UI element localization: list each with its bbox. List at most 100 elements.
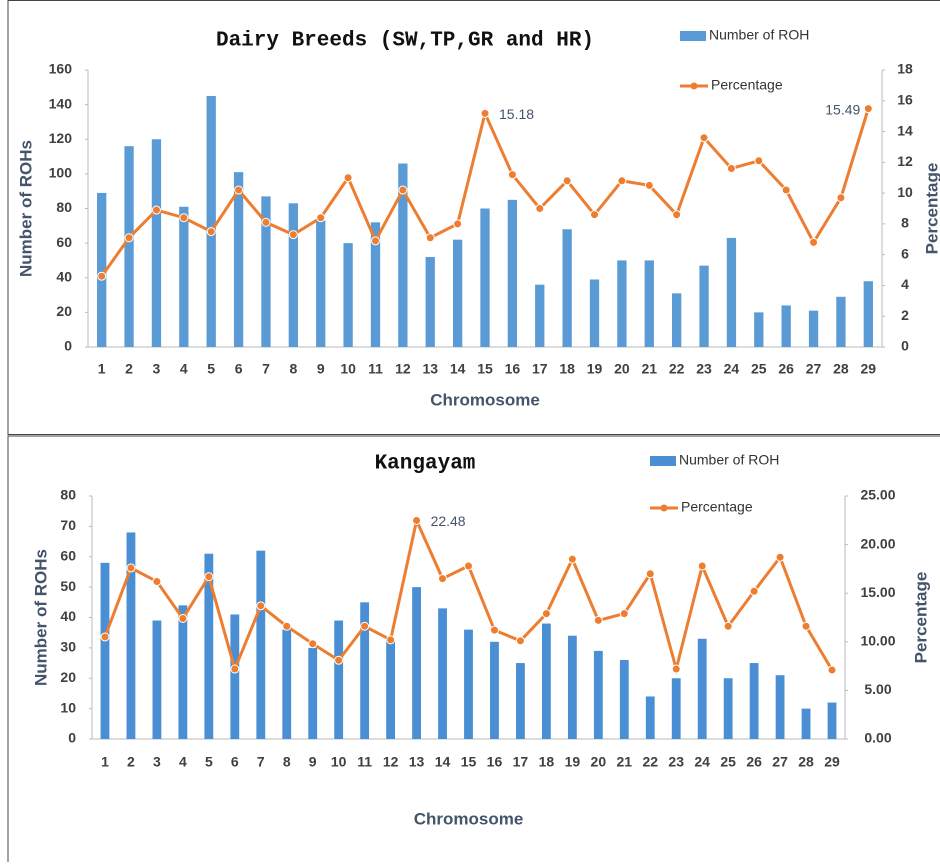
y2-tick-label: 10.00 (860, 633, 895, 649)
x-tick-label: 4 (180, 361, 188, 377)
line-marker (152, 577, 162, 587)
line-marker (863, 104, 873, 114)
x-tick-label: 8 (283, 754, 291, 770)
line-marker (480, 108, 490, 118)
y-tick-label: 80 (60, 487, 76, 503)
x-tick-label: 11 (357, 754, 372, 770)
bar (535, 284, 545, 347)
bar (360, 602, 370, 739)
line-marker (261, 217, 271, 227)
bar (593, 650, 603, 739)
bar (589, 279, 600, 347)
line-marker (836, 193, 846, 203)
bar (412, 587, 421, 739)
x-tick-label: 18 (559, 361, 575, 377)
y-tick-label: 10 (60, 699, 76, 715)
bar (425, 256, 435, 347)
x-tick-label: 29 (824, 754, 840, 770)
x-tick-label: 28 (798, 754, 814, 770)
bar (256, 550, 266, 739)
x-tick-label: 23 (668, 754, 684, 770)
bar (179, 206, 189, 347)
x-tick-label: 10 (340, 361, 356, 377)
line-marker (412, 515, 422, 525)
bar (480, 208, 490, 347)
line-marker (206, 227, 216, 237)
x-tick-label: 16 (487, 754, 503, 770)
y-axis-title: Number of ROHs (31, 549, 50, 686)
x-tick-label: 12 (383, 754, 399, 770)
x-tick-label: 8 (289, 361, 297, 377)
bar (671, 678, 681, 739)
x-tick-label: 19 (565, 754, 581, 770)
line-marker (179, 213, 189, 223)
x-tick-label: 14 (450, 361, 466, 377)
x-tick-label: 2 (125, 361, 133, 377)
line-marker (535, 204, 545, 213)
bar (316, 220, 326, 347)
x-tick-label: 24 (694, 754, 710, 770)
x-tick-label: 17 (532, 361, 548, 377)
bar (152, 620, 162, 739)
y-tick-label: 30 (60, 639, 76, 655)
y2-tick-label: 20.00 (860, 535, 895, 551)
x-tick-label: 26 (746, 754, 762, 770)
line-marker (541, 609, 551, 619)
bar (619, 660, 629, 739)
x-tick-label: 3 (153, 754, 161, 770)
bar (124, 146, 134, 347)
x-tick-label: 17 (513, 754, 529, 770)
line-marker (699, 133, 709, 143)
y2-axis-title: Percentage (911, 572, 930, 664)
x-tick-label: 25 (751, 361, 767, 377)
bar (507, 199, 518, 347)
line-marker (617, 176, 627, 186)
legend-label: Percentage (711, 77, 783, 93)
line-marker (204, 572, 214, 582)
bar (726, 237, 737, 347)
x-tick-label: 11 (368, 361, 383, 377)
line-marker (775, 552, 785, 562)
y-tick-label: 40 (60, 608, 76, 624)
line-marker (360, 621, 370, 631)
line-marker (726, 163, 736, 173)
line-marker (288, 230, 298, 240)
y-tick-label: 40 (56, 268, 72, 284)
bar (516, 663, 525, 739)
line-marker (308, 639, 318, 649)
line-marker (754, 156, 764, 166)
bar (343, 243, 353, 347)
bar (775, 675, 785, 739)
bar (490, 641, 499, 739)
line-marker (230, 664, 240, 674)
line-marker (151, 205, 161, 215)
line-marker (590, 210, 600, 220)
line-marker (100, 632, 110, 642)
panel-border (7, 435, 940, 867)
x-tick-label: 1 (101, 754, 109, 770)
line-marker (124, 233, 134, 243)
line-marker (567, 554, 577, 564)
line-marker (671, 664, 681, 674)
bar (836, 296, 846, 347)
line-marker (507, 170, 517, 180)
x-tick-label: 16 (505, 361, 521, 377)
value-label: 15.49 (825, 101, 860, 117)
x-axis-title: Chromosome (414, 809, 524, 828)
x-tick-label: 22 (669, 361, 685, 377)
x-tick-label: 20 (591, 754, 607, 770)
line-marker (97, 271, 107, 281)
bar (370, 222, 381, 347)
line-marker (515, 636, 525, 646)
line-marker (593, 615, 603, 625)
x-tick-label: 15 (477, 361, 493, 377)
bar (644, 260, 654, 347)
y-tick-label: 160 (49, 61, 73, 77)
line-marker (234, 185, 244, 195)
y2-tick-label: 0 (901, 338, 909, 354)
x-tick-label: 25 (720, 754, 736, 770)
line-marker (126, 563, 136, 573)
y2-tick-label: 18 (897, 61, 913, 77)
x-tick-label: 13 (422, 361, 438, 377)
